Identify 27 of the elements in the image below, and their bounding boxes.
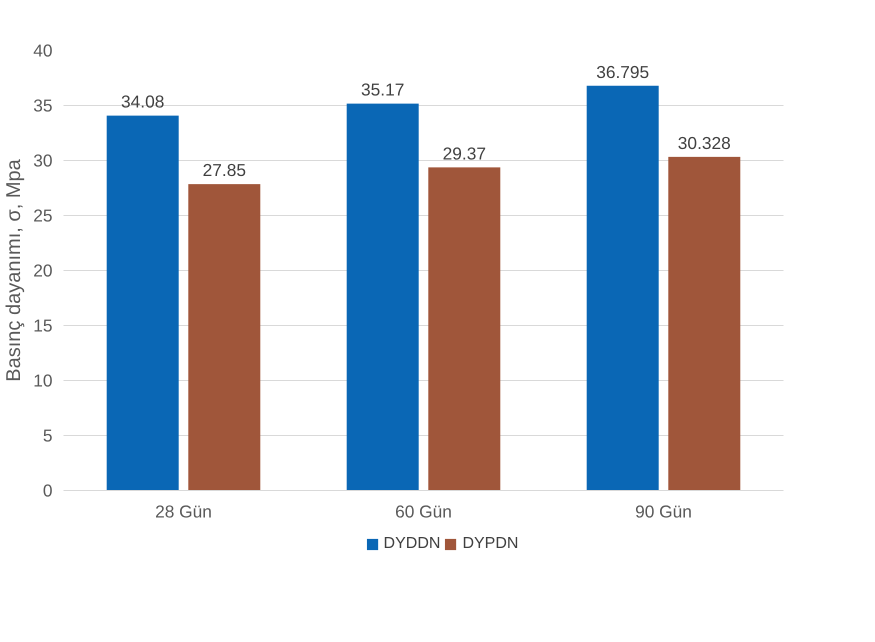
- legend-label: DYDDN: [384, 535, 440, 553]
- x-tick-label: 28 Gün: [155, 502, 212, 522]
- y-tick-label: 0: [42, 480, 53, 500]
- bar: [346, 104, 419, 490]
- bar: [668, 156, 740, 490]
- y-tick-label: 35: [33, 96, 53, 116]
- y-axis-title: Basınç dayanımı, σ, Mpa: [3, 158, 26, 382]
- data-label: 36.795: [596, 62, 650, 82]
- x-tick-label: 90 Gün: [635, 502, 692, 522]
- data-label: 29.37: [442, 143, 486, 164]
- bar: [586, 86, 659, 490]
- bar: [106, 116, 179, 490]
- bar: [428, 167, 500, 490]
- y-tick-label: 40: [33, 40, 53, 60]
- data-label: 34.08: [121, 92, 164, 112]
- y-tick-label: 25: [33, 206, 53, 226]
- x-tick-label: 60 Gün: [395, 502, 452, 522]
- bar: [188, 184, 260, 490]
- y-tick-label: 20: [33, 260, 53, 280]
- y-tick-label: 5: [42, 426, 53, 446]
- data-label: 27.85: [202, 160, 246, 180]
- y-tick-label: 15: [33, 316, 53, 336]
- data-label: 30.328: [678, 132, 731, 153]
- y-tick-label: 30: [33, 150, 53, 170]
- legend-label: DYPDN: [462, 535, 518, 553]
- y-tick-label: 10: [33, 370, 53, 390]
- data-label: 35.17: [361, 80, 404, 100]
